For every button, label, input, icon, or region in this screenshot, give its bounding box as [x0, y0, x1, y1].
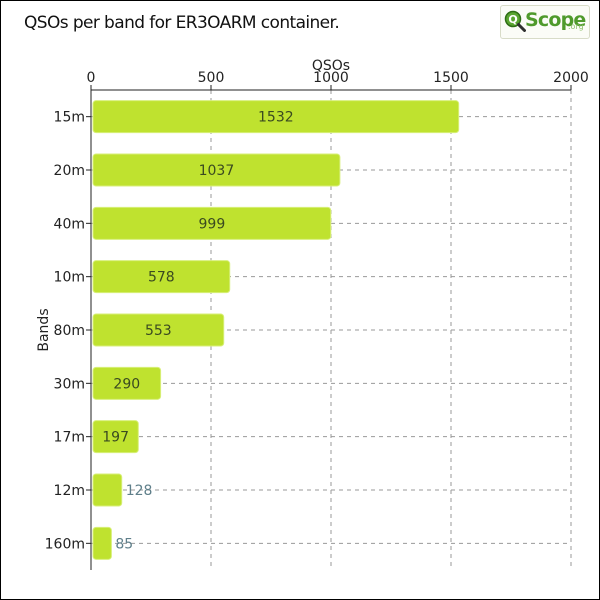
- y-tick-label: 17m: [54, 430, 85, 446]
- x-axis-title: QSOs: [312, 58, 350, 74]
- svg-text:Q: Q: [508, 13, 517, 26]
- bar-value-label: 578: [148, 270, 175, 286]
- qscope-magnifier-icon: Q: [504, 10, 526, 32]
- axes: 0 500 1000 1500 2000 15m 20m 40m 10m 80m 30m 17m 12m…: [45, 70, 589, 570]
- bars: 1532 1037 999 578 553 290 197 128 85: [92, 100, 460, 560]
- bar-value-label: 197: [102, 430, 129, 446]
- bar: [92, 260, 231, 294]
- bar: [92, 366, 162, 400]
- y-tick-label: 15m: [54, 110, 85, 126]
- x-tick-label: 1000: [313, 70, 349, 86]
- bar: [92, 100, 460, 134]
- bar: [92, 206, 332, 240]
- bar: [92, 420, 139, 454]
- bar-value-label: 553: [145, 323, 172, 339]
- x-tick-label: 2000: [553, 70, 589, 86]
- y-tick-label: 160m: [45, 536, 85, 552]
- bar: [92, 473, 123, 507]
- y-tick-label: 10m: [54, 270, 85, 286]
- bar: [92, 313, 225, 347]
- chart-title: QSOs per band for ER3OARM container.: [24, 13, 340, 33]
- logo-suffix: .org: [568, 22, 584, 31]
- bar-value-label: 290: [113, 376, 140, 392]
- qscope-logo[interactable]: Q Scope .org: [500, 5, 590, 39]
- y-tick-label: 20m: [54, 163, 85, 179]
- bar-value-label: 999: [199, 216, 226, 232]
- logo-text: Scope: [525, 9, 586, 31]
- x-tick-label: 500: [198, 70, 225, 86]
- bar: [92, 526, 112, 560]
- y-tick-label: 40m: [54, 216, 85, 232]
- x-tick-label: 1500: [433, 70, 469, 86]
- y-tick-label: 12m: [54, 483, 85, 499]
- y-axis-title: Bands: [36, 308, 52, 351]
- bar-value-label: 1037: [199, 163, 235, 179]
- y-tick-label: 80m: [54, 323, 85, 339]
- x-tick-label: 0: [87, 70, 96, 86]
- bar-value-label: 1532: [258, 110, 294, 126]
- bar-value-label: 85: [115, 536, 133, 552]
- bar-value-label: 128: [126, 483, 153, 499]
- bar: [92, 153, 341, 187]
- y-tick-label: 30m: [54, 376, 85, 392]
